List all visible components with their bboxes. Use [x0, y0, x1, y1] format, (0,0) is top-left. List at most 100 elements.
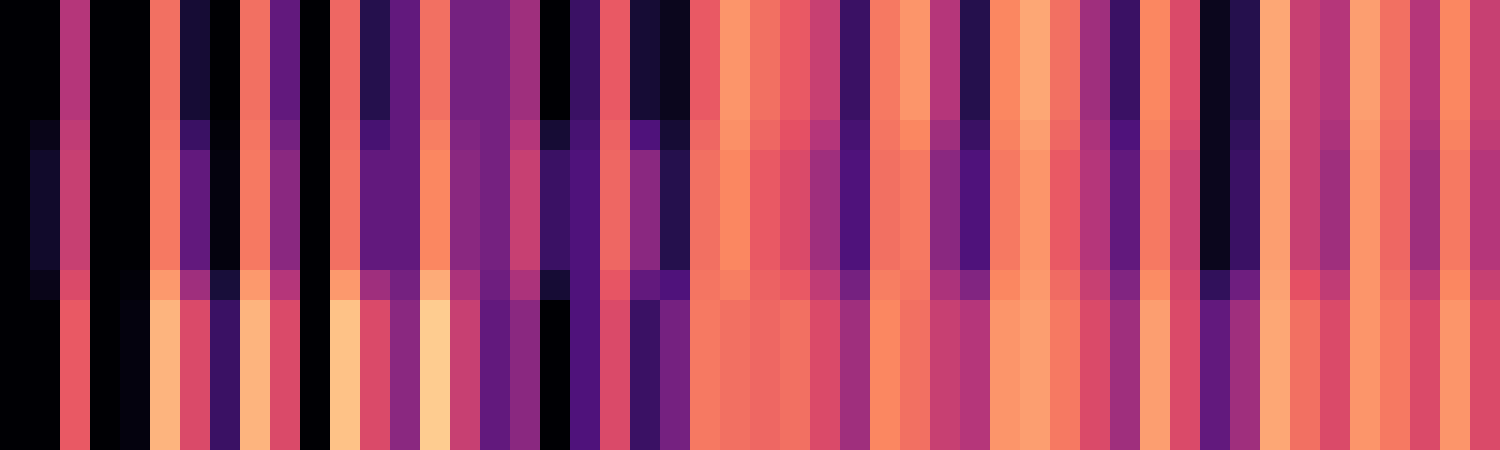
cell [840, 30, 871, 61]
cell [1020, 390, 1051, 421]
cell [930, 120, 961, 151]
cell [1350, 0, 1381, 31]
cell [1050, 240, 1081, 271]
cell [150, 150, 181, 181]
cell [90, 300, 121, 331]
cell [570, 90, 601, 121]
cell [180, 390, 211, 421]
cell [990, 330, 1021, 361]
cell [1110, 360, 1141, 391]
cell [900, 180, 931, 211]
cell [1140, 300, 1171, 331]
cell [1440, 60, 1471, 91]
cell [540, 90, 571, 121]
cell [210, 360, 241, 391]
cell [870, 300, 901, 331]
cell [330, 30, 361, 61]
cell [1470, 300, 1500, 331]
cell [990, 300, 1021, 331]
cell [570, 240, 601, 271]
cell [1110, 420, 1141, 450]
cell [1320, 330, 1351, 361]
cell [570, 210, 601, 241]
cell [930, 300, 961, 331]
cell [150, 210, 181, 241]
cell [1080, 330, 1111, 361]
cell [840, 90, 871, 121]
cell [1140, 390, 1171, 421]
cell [1230, 210, 1261, 241]
cell [1410, 300, 1441, 331]
cell [780, 300, 811, 331]
cell [1230, 270, 1261, 301]
cell [480, 390, 511, 421]
cell [90, 360, 121, 391]
cell [630, 300, 661, 331]
chart [0, 0, 1500, 450]
cell [840, 240, 871, 271]
cell [1410, 60, 1441, 91]
cell [1440, 180, 1471, 211]
cell [1290, 150, 1321, 181]
cell [690, 90, 721, 121]
cell [180, 90, 211, 121]
cell [1140, 150, 1171, 181]
cell [210, 30, 241, 61]
cell [720, 390, 751, 421]
cell [1020, 90, 1051, 121]
cell [540, 390, 571, 421]
cell [1290, 420, 1321, 450]
cell [30, 90, 61, 121]
cell [270, 0, 301, 31]
cell [240, 210, 271, 241]
cell [1020, 60, 1051, 91]
cell [780, 120, 811, 151]
cell [420, 330, 451, 361]
cell [810, 0, 841, 31]
cell [450, 150, 481, 181]
cell [0, 390, 31, 421]
cell [300, 60, 331, 91]
cell [1020, 420, 1051, 450]
cell [840, 210, 871, 241]
cell [330, 360, 361, 391]
cell [1380, 270, 1411, 301]
cell [240, 240, 271, 271]
cell [270, 360, 301, 391]
cell [510, 330, 541, 361]
cell [1260, 360, 1291, 391]
cell [390, 60, 421, 91]
cell [390, 360, 421, 391]
cell [420, 420, 451, 450]
cell [360, 360, 391, 391]
cell [810, 270, 841, 301]
cell [1320, 30, 1351, 61]
cell [120, 330, 151, 361]
cell [210, 390, 241, 421]
cell [60, 30, 91, 61]
cell [120, 0, 151, 31]
cell [480, 300, 511, 331]
cell [870, 240, 901, 271]
cell [1200, 60, 1231, 91]
cell [1380, 360, 1411, 391]
cell [1260, 90, 1291, 121]
cell [810, 30, 841, 61]
cell [1440, 150, 1471, 181]
cell [870, 270, 901, 301]
cell [1140, 270, 1171, 301]
cell [60, 240, 91, 271]
cell [1320, 90, 1351, 121]
cell [660, 150, 691, 181]
cell [1320, 150, 1351, 181]
cell [780, 420, 811, 450]
cell [360, 420, 391, 450]
cell [480, 180, 511, 211]
cell [390, 120, 421, 151]
cell [1320, 0, 1351, 31]
cell [180, 360, 211, 391]
cell [1050, 90, 1081, 121]
cell [900, 90, 931, 121]
cell [750, 390, 781, 421]
cell [1410, 150, 1441, 181]
